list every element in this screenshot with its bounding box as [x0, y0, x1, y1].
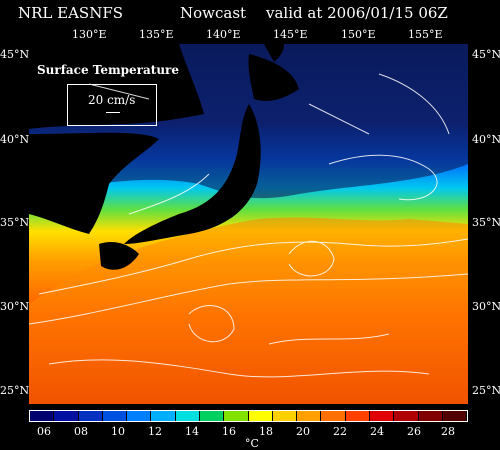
colorbar-swatch [175, 411, 200, 421]
colorbar-swatch [30, 411, 55, 421]
colorbar-swatch [224, 411, 249, 421]
colorbar-swatch [442, 411, 468, 421]
scale-arrow-icon [106, 112, 120, 113]
colorbar-swatch [151, 411, 176, 421]
lat-label-right: 40°N [472, 133, 500, 146]
lon-label: 145°E [273, 28, 308, 41]
lat-label-right: 45°N [472, 48, 500, 61]
lat-label-left: 35°N [0, 216, 30, 229]
colorbar-swatch [321, 411, 346, 421]
colorbar-swatch [418, 411, 443, 421]
lat-label-right: 30°N [472, 300, 500, 313]
colorbar-swatch [272, 411, 298, 421]
colorbar-label: 08 [74, 425, 88, 438]
colorbar-swatch [127, 411, 152, 421]
colorbar-swatch [369, 411, 395, 421]
colorbar-swatch [394, 411, 419, 421]
model-label: NRL EASNFS [18, 4, 124, 22]
colorbar-label: 14 [185, 425, 199, 438]
land-korea-asia [29, 132, 159, 234]
lat-label-left: 25°N [0, 384, 30, 397]
sst-map [29, 44, 468, 404]
lat-label-right: 35°N [472, 216, 500, 229]
colorbar-label: 20 [296, 425, 310, 438]
colorbar-label: 24 [370, 425, 384, 438]
colorbar-swatch [297, 411, 322, 421]
land-hokkaido [248, 54, 299, 101]
colorbar-swatch [345, 411, 370, 421]
product-label: Nowcast [180, 4, 247, 22]
colorbar-label: 22 [333, 425, 347, 438]
colorbar-swatch [102, 411, 128, 421]
lon-label: 130°E [72, 28, 107, 41]
valid-time-label: valid at 2006/01/15 06Z [266, 4, 448, 22]
colorbar-label: 18 [259, 425, 273, 438]
lat-label-left: 45°N [0, 48, 30, 61]
colorbar-label: 26 [407, 425, 421, 438]
lon-label: 135°E [139, 28, 174, 41]
velocity-scale-label: 20 cm/s [88, 93, 136, 107]
colorbar-label: 28 [441, 425, 455, 438]
map-title: Surface Temperature [37, 63, 180, 77]
colorbar-swatch [248, 411, 273, 421]
colorbar-label: 10 [111, 425, 125, 438]
lon-label: 155°E [408, 28, 443, 41]
lat-label-right: 25°N [472, 384, 500, 397]
land-kyushu-shikoku [99, 242, 139, 270]
colorbar-swatch [78, 411, 103, 421]
kuroshio-warm-region [29, 217, 468, 404]
lon-label: 150°E [341, 28, 376, 41]
colorbar-label: 16 [222, 425, 236, 438]
colorbar-swatch [54, 411, 79, 421]
colorbar-label: 06 [37, 425, 51, 438]
current-streamlines [29, 73, 468, 378]
lat-label-left: 40°N [0, 133, 30, 146]
colorbar-swatch [199, 411, 225, 421]
velocity-scale-box: 20 cm/s [67, 84, 157, 126]
land-asia-north [29, 44, 204, 129]
colorbar-unit: °C [245, 437, 259, 450]
temperature-colorbar [29, 410, 468, 422]
lon-label: 140°E [206, 28, 241, 41]
colorbar-label: 12 [148, 425, 162, 438]
land-sakhalin [264, 44, 284, 62]
land-honshu [124, 104, 261, 244]
lat-label-left: 30°N [0, 300, 30, 313]
